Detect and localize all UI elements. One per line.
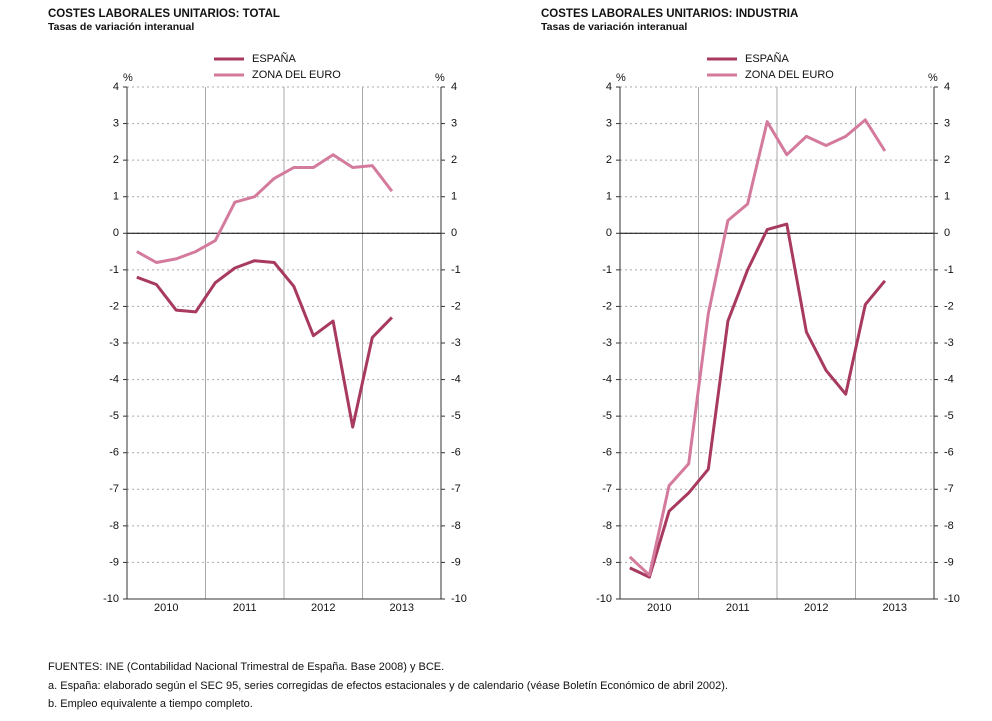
chart-title: COSTES LABORALES UNITARIOS: INDUSTRIA: [541, 8, 798, 20]
y-tick-label: -3: [602, 337, 612, 349]
y-unit: %: [435, 72, 445, 84]
y-tick-label: -4: [109, 373, 119, 385]
series-line: [628, 118, 887, 577]
y-unit: %: [616, 72, 626, 84]
x-tick-label: 2011: [726, 602, 750, 614]
y2-tick-label: -2: [944, 300, 954, 312]
y2-tick-label: -10: [451, 593, 467, 605]
y-tick-label: -3: [109, 337, 119, 349]
note: a. España: elaborado según el SEC 95, se…: [48, 680, 728, 692]
y-tick-label: 0: [606, 227, 612, 239]
y2-tick-label: -9: [944, 556, 954, 568]
x-tick-label: 2010: [647, 602, 671, 614]
x-tick-label: 2012: [804, 602, 828, 614]
y2-tick-label: 0: [451, 227, 457, 239]
y-tick-label: -10: [103, 593, 119, 605]
legend-label: ZONA DEL EURO: [252, 69, 341, 81]
x-tick-label: 2010: [154, 602, 178, 614]
series-line: [629, 222, 887, 579]
y-tick-label: 0: [113, 227, 119, 239]
y2-tick-label: -1: [451, 264, 461, 276]
y-tick-label: -7: [109, 483, 119, 495]
y-tick-label: -1: [602, 264, 612, 276]
y-tick-label: 1: [113, 191, 119, 203]
y2-tick-label: -8: [451, 520, 461, 532]
y-tick-label: 4: [113, 81, 119, 93]
y2-tick-label: 2: [451, 154, 457, 166]
y2-tick-label: 2: [944, 154, 950, 166]
y-unit: %: [928, 72, 938, 84]
y-tick-label: -4: [602, 373, 612, 385]
y2-tick-label: 3: [451, 117, 457, 129]
y2-tick-label: 1: [944, 191, 950, 203]
x-tick-label: 2013: [390, 602, 414, 614]
y-tick-label: -7: [602, 483, 612, 495]
x-tick-label: 2012: [311, 602, 335, 614]
y-tick-label: 4: [606, 81, 612, 93]
y-tick-label: -1: [109, 264, 119, 276]
y2-tick-label: -9: [451, 556, 461, 568]
chart-subtitle: Tasas de variación interanual: [541, 21, 687, 33]
y-tick-label: -10: [596, 593, 612, 605]
y-tick-label: -8: [109, 520, 119, 532]
y-tick-label: 3: [113, 117, 119, 129]
y2-tick-label: 4: [451, 81, 457, 93]
chart-title: COSTES LABORALES UNITARIOS: TOTAL: [48, 8, 280, 20]
y-tick-label: -5: [602, 410, 612, 422]
y-tick-label: -2: [109, 300, 119, 312]
y2-tick-label: -7: [451, 483, 461, 495]
y-tick-label: -6: [109, 447, 119, 459]
legend-label: ESPAÑA: [745, 52, 789, 65]
y-tick-label: 1: [606, 191, 612, 203]
y-tick-label: -9: [109, 556, 119, 568]
y-tick-label: 2: [113, 154, 119, 166]
y2-tick-label: -2: [451, 300, 461, 312]
note: FUENTES: INE (Contabilidad Nacional Trim…: [48, 661, 444, 673]
series-line: [136, 153, 394, 264]
legend-label: ESPAÑA: [252, 52, 296, 65]
y2-tick-label: 1: [451, 191, 457, 203]
series-line: [136, 259, 393, 429]
y2-tick-label: -6: [944, 447, 954, 459]
y2-tick-label: -5: [451, 410, 461, 422]
y2-tick-label: -1: [944, 264, 954, 276]
y2-tick-label: 4: [944, 81, 950, 93]
y2-tick-label: -3: [944, 337, 954, 349]
y-tick-label: 3: [606, 117, 612, 129]
y-tick-label: -8: [602, 520, 612, 532]
y2-tick-label: -3: [451, 337, 461, 349]
y2-tick-label: -4: [451, 373, 461, 385]
x-tick-label: 2013: [883, 602, 907, 614]
y2-tick-label: 3: [944, 117, 950, 129]
y2-tick-label: -7: [944, 483, 954, 495]
note: b. Empleo equivalente a tiempo completo.: [48, 698, 253, 710]
x-tick-label: 2011: [233, 602, 257, 614]
legend-label: ZONA DEL EURO: [745, 69, 834, 81]
y2-tick-label: 0: [944, 227, 950, 239]
y-tick-label: -2: [602, 300, 612, 312]
y-tick-label: -5: [109, 410, 119, 422]
y2-tick-label: -4: [944, 373, 954, 385]
y-tick-label: -6: [602, 447, 612, 459]
y2-tick-label: -5: [944, 410, 954, 422]
chart-subtitle: Tasas de variación interanual: [48, 21, 194, 33]
y2-tick-label: -8: [944, 520, 954, 532]
y-tick-label: 2: [606, 154, 612, 166]
y-tick-label: -9: [602, 556, 612, 568]
y2-tick-label: -6: [451, 447, 461, 459]
y2-tick-label: -10: [944, 593, 960, 605]
y-unit: %: [123, 72, 133, 84]
